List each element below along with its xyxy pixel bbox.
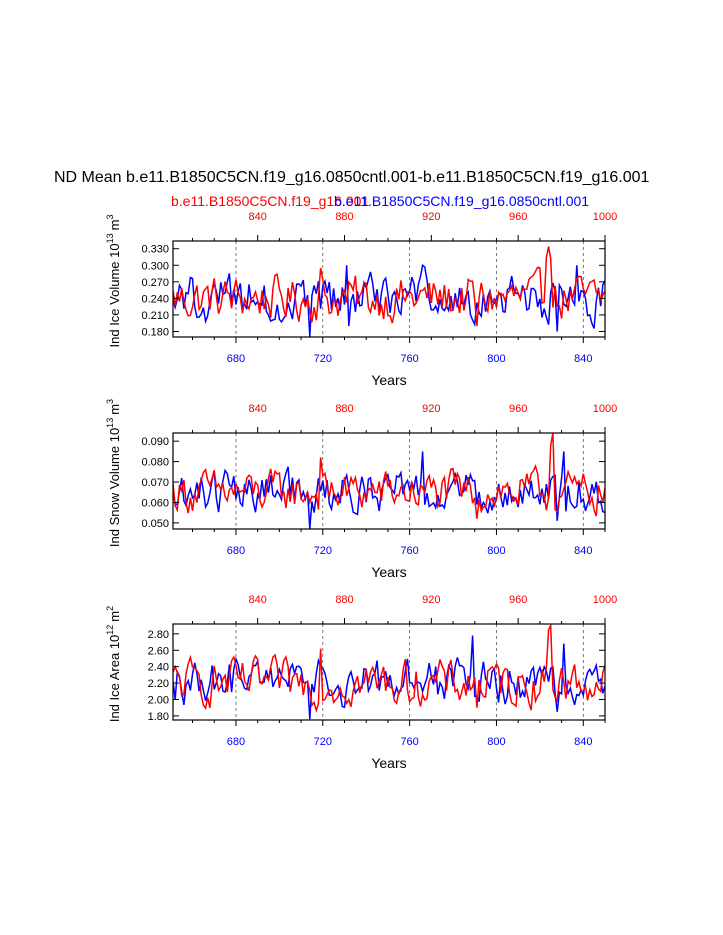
x-axis-label: Years [371,755,406,771]
x-tick-label-top: 880 [335,403,353,415]
y-axis-unit-sym: m [107,404,122,415]
y-tick-label: 0.270 [141,277,169,289]
x-tick-label-bottom: 800 [487,736,505,748]
x-tick-label-bottom: 720 [314,353,332,365]
x-axis-label: Years [371,564,406,580]
y-tick-label: 2.40 [148,662,169,674]
x-tick-label-bottom: 720 [314,545,332,557]
x-tick-label-top: 840 [248,594,266,606]
y-axis-unit-exp: 12 [105,625,115,635]
series-line-red [173,433,605,519]
legend-blue-label: b.e11.B1850C5CN.f19_g16.0850cntl.001 [334,193,589,209]
x-tick-label-bottom: 840 [574,545,592,557]
x-tick-label-top: 880 [335,594,353,606]
x-tick-label-bottom: 680 [227,353,245,365]
panels: 0.180 0.210 0.240 0.270 0.300 0.330 680 720 760 8… [105,211,617,771]
series-line-blue [173,263,605,337]
y-tick-label: 2.00 [148,694,169,706]
x-tick-label-bottom: 680 [227,736,245,748]
x-tick-label-top: 880 [335,211,353,223]
y-axis-unit-base: 10 [107,243,122,257]
x-tick-label-top: 1000 [593,211,617,223]
x-tick-label-bottom: 800 [487,545,505,557]
y-tick-label: 0.330 [141,244,169,256]
plot-frame [172,240,606,338]
y-tick-label: 0.300 [141,260,169,272]
x-tick-label-top: 960 [509,403,527,415]
panel-3: 1.80 2.00 2.20 2.40 2.60 2.80 680 720 760 800 840 8… [105,594,617,771]
y-tick-label: 0.050 [141,518,169,530]
panel-1: 0.180 0.210 0.240 0.270 0.300 0.330 680 720 760 8… [105,211,617,388]
x-tick-label-top: 920 [422,594,440,606]
x-tick-label-top: 840 [248,403,266,415]
x-tick-label-bottom: 840 [574,736,592,748]
y-tick-label: 2.80 [148,629,169,641]
x-tick-label-bottom: 760 [400,545,418,557]
y-axis-label: Ind Ice Volume 1013 m3 [105,215,122,348]
y-tick-label: 0.070 [141,477,169,489]
y-axis-unit-exp: 13 [105,233,115,243]
chart-title: ND Mean b.e11.B1850C5CN.f19_g16.0850cntl… [54,169,649,186]
y-axis-label: Ind Snow Volume 1013 m3 [105,399,122,547]
y-axis-unit-sym-exp: 3 [105,399,115,404]
y-axis-label-name: Ind Snow Volume [107,442,122,547]
y-axis-unit-sym-exp: 2 [105,606,115,611]
x-axis-label: Years [371,372,406,388]
y-tick-label: 0.080 [141,457,169,469]
y-tick-label: 2.60 [148,645,169,657]
y-axis-unit-base: 10 [107,428,122,442]
y-tick-label: 0.090 [141,436,169,448]
y-axis-label-name: Ind Ice Volume [107,258,122,348]
x-tick-label-bottom: 720 [314,736,332,748]
x-tick-label-bottom: 800 [487,353,505,365]
y-tick-label: 0.060 [141,497,169,509]
y-axis-label-name: Ind Ice Area [107,649,122,722]
x-tick-label-top: 920 [422,211,440,223]
y-tick-label: 1.80 [148,711,169,723]
y-axis-unit-base: 10 [107,635,122,649]
x-tick-label-bottom: 680 [227,545,245,557]
x-tick-label-top: 1000 [593,403,617,415]
y-tick-label: 0.210 [141,310,169,322]
x-tick-label-top: 920 [422,403,440,415]
x-tick-label-top: 960 [509,594,527,606]
y-axis-unit-exp: 13 [105,418,115,428]
y-tick-label: 0.240 [141,293,169,305]
legend-red-label: b.e11.B1850C5CN.f19_g16.001 [171,193,369,209]
y-tick-label: 0.180 [141,326,169,338]
y-axis-unit-sym: m [107,611,122,622]
x-tick-label-bottom: 760 [400,353,418,365]
x-tick-label-top: 1000 [593,594,617,606]
y-axis-unit-sym-exp: 3 [105,215,115,220]
series-line-red [173,624,605,713]
x-tick-label-top: 840 [248,211,266,223]
y-axis-unit-sym: m [107,220,122,231]
x-tick-label-bottom: 840 [574,353,592,365]
series-line-red [173,246,605,327]
y-axis-label: Ind Ice Area 1012 m2 [105,606,122,722]
plot-frame [172,432,606,530]
plot-frame [172,623,606,721]
x-tick-label-bottom: 760 [400,736,418,748]
x-tick-label-top: 960 [509,211,527,223]
y-tick-label: 2.20 [148,678,169,690]
panel-2: 0.050 0.060 0.070 0.080 0.090 680 720 760 800 840… [105,399,617,580]
